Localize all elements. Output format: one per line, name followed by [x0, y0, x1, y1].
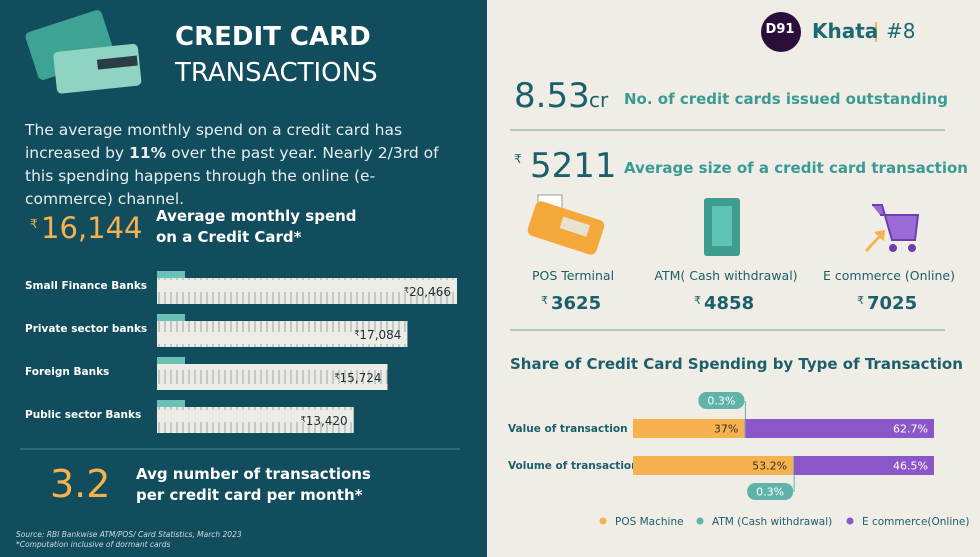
intro-text: The average monthly spend on a credit ca… [25, 121, 403, 162]
category-label: Value of transaction [508, 423, 628, 435]
bar-segment [633, 456, 794, 475]
stat-value: 16,144 [41, 211, 143, 245]
value-label: 46.5% [893, 460, 928, 473]
legend-marker [696, 517, 704, 525]
channel-value: 7025 [867, 293, 918, 314]
stat-value: 8.53 [514, 76, 590, 116]
legend-label: POS Machine [615, 516, 684, 528]
source: Source: RBI Bankwise ATM/POS/ Card Stati… [16, 530, 242, 539]
legend-marker [599, 517, 607, 525]
intro-text: over the past year. Nearly 2/3rd of this… [25, 144, 439, 208]
value-label: 53.2% [752, 460, 787, 473]
value-label: ₹17,084 [354, 328, 401, 342]
bar-segment [794, 456, 934, 475]
bar-segment [744, 419, 746, 438]
channel-name: E commerce (Online) [823, 268, 955, 283]
atm-icon [704, 198, 740, 256]
bar-tab [157, 400, 185, 408]
title: CREDIT CARD [175, 22, 371, 52]
callout [747, 483, 794, 500]
intro-highlight: 11% [129, 144, 167, 162]
value-text: 15,724 [339, 371, 381, 385]
stat-label: Average size of a credit card transactio… [624, 159, 968, 177]
value-label: 0.3% [707, 395, 735, 408]
currency: ₹ [694, 294, 701, 307]
category-label: Volume of transaction [508, 460, 639, 472]
value-label: 37% [714, 423, 738, 436]
currency: ₹ [857, 294, 864, 307]
value-label: ₹15,724 [334, 371, 381, 385]
currency: ₹ [404, 286, 409, 295]
stat-label: Avg number of transactions [136, 465, 371, 483]
value-label: 0.3% [756, 486, 784, 499]
value-text: 20,466 [409, 285, 451, 299]
channel-value: 4858 [704, 293, 755, 314]
stat-value: 5211 [530, 146, 617, 186]
bar-tab [157, 314, 185, 322]
card-illustration [25, 10, 142, 94]
currency: ₹ [354, 329, 359, 338]
intro: The average monthly spend on a credit ca… [25, 119, 455, 211]
legend-label: E commerce(Online) [862, 516, 969, 528]
value-label: ₹13,420 [301, 414, 348, 428]
bar [157, 321, 408, 347]
bar [157, 364, 388, 390]
currency: ₹ [514, 152, 522, 166]
legend-marker [846, 517, 854, 525]
note: *Computation inclusive of dormant cards [16, 540, 171, 549]
logo-badge [761, 12, 801, 52]
value-label: ₹20,466 [404, 285, 451, 299]
logo-text: D91 [765, 22, 795, 37]
bar-tab [157, 271, 185, 279]
category-label: Small Finance Banks [25, 280, 147, 292]
cart-icon [865, 204, 920, 252]
bar-segment [633, 419, 745, 438]
stat-label: on a Credit Card* [156, 228, 302, 246]
value-label: 62.7% [893, 423, 928, 436]
bar-segment [793, 456, 795, 475]
currency: ₹ [301, 415, 306, 424]
value-text: 17,084 [359, 328, 401, 342]
currency: ₹ [30, 217, 38, 231]
category-label: Private sector banks [25, 323, 147, 335]
issue: #8 [886, 19, 916, 43]
bar-segment [745, 419, 934, 438]
channel-name: POS Terminal [531, 268, 615, 283]
category-label: Public sector Banks [25, 409, 141, 421]
title: TRANSACTIONS [175, 58, 378, 88]
stat-unit: cr [589, 88, 609, 112]
stat-label: per credit card per month* [136, 486, 363, 504]
currency: ₹ [334, 372, 339, 381]
brand-name: Khata [812, 19, 879, 43]
bar-tab [157, 357, 185, 365]
legend-label: ATM (Cash withdrawal) [712, 516, 832, 528]
bar [157, 407, 354, 433]
channel-value: 3625 [551, 293, 602, 314]
channel-name: ATM( Cash withdrawal) [654, 268, 798, 283]
bar [157, 278, 457, 304]
stat-value: 3.2 [50, 462, 111, 506]
callout [698, 392, 745, 409]
chart-title: Share of Credit Card Spending by Type of… [510, 355, 963, 373]
stat-label: Average monthly spend [156, 207, 357, 225]
category-label: Foreign Banks [25, 366, 109, 378]
currency: ₹ [541, 294, 548, 307]
value-text: 13,420 [306, 414, 348, 428]
pos-icon [527, 194, 605, 255]
stat-label: No. of credit cards issued outstanding [624, 90, 949, 108]
